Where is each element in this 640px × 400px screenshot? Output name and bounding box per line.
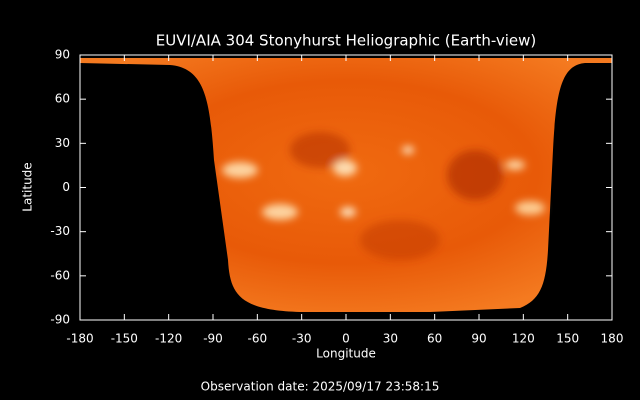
x-tick-label: 90: [471, 332, 486, 346]
y-tick-label: 0: [62, 180, 70, 194]
x-tick-label: -150: [111, 332, 138, 346]
footer: Observation date: 2025/09/17 23:58:15: [201, 380, 440, 394]
y-tick-label: -30: [50, 224, 70, 238]
y-tick-label: 90: [55, 48, 70, 62]
x-tick-label: 120: [512, 332, 535, 346]
x-tick-label: -180: [66, 332, 93, 346]
x-tick-label: 30: [383, 332, 398, 346]
y-tick-label: -90: [50, 313, 70, 327]
x-tick-label: 180: [601, 332, 624, 346]
y-tick-label: 60: [55, 92, 70, 106]
y-axis-label: Latitude: [21, 162, 35, 211]
x-axis-label: Longitude: [316, 347, 376, 361]
x-tick-label: 0: [342, 332, 350, 346]
x-tick-label: -90: [203, 332, 223, 346]
x-tick-label: -60: [248, 332, 268, 346]
x-tick-label: 60: [427, 332, 442, 346]
y-tick-label: -60: [50, 268, 70, 282]
solar-image: [80, 58, 612, 312]
y-tick-label: 30: [55, 136, 70, 150]
x-tick-label: -30: [292, 332, 312, 346]
x-tick-label: 150: [556, 332, 579, 346]
chart-title: EUVI/AIA 304 Stonyhurst Heliographic (Ea…: [156, 32, 537, 50]
x-tick-label: -120: [155, 332, 182, 346]
